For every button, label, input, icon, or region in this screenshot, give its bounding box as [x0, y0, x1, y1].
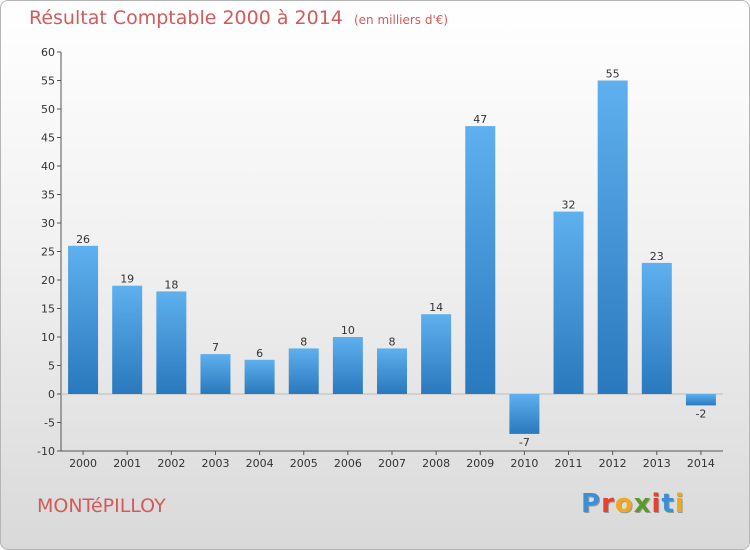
y-tick-label: 20	[41, 274, 55, 287]
x-tick-label: 2000	[69, 457, 97, 470]
bar-2014	[685, 394, 716, 406]
bar-2012	[597, 80, 628, 394]
title-row: Résultat Comptable 2000 à 2014 (en milli…	[29, 7, 448, 29]
data-label: 8	[300, 335, 307, 348]
bar-2002	[156, 291, 187, 394]
y-tick-label: -10	[37, 445, 55, 458]
data-label: -2	[695, 407, 706, 420]
x-tick-label: 2007	[378, 457, 406, 470]
logo-letter: x	[633, 489, 652, 519]
bar-2013	[641, 262, 672, 394]
bar-2006	[332, 337, 363, 394]
data-label: 14	[429, 301, 443, 314]
data-label: 10	[341, 324, 355, 337]
bars	[68, 80, 716, 434]
chart-title: Résultat Comptable 2000 à 2014	[29, 7, 343, 29]
x-tick-label: 2011	[555, 457, 583, 470]
x-tick-label: 2013	[643, 457, 671, 470]
data-label: 32	[562, 199, 576, 212]
logo-letter: r	[601, 489, 615, 519]
logo-letter: P	[581, 489, 602, 519]
bar-2003	[200, 354, 231, 394]
x-tick-label: 2003	[201, 457, 229, 470]
commune-name: MONTéPILLOY	[37, 495, 166, 517]
data-label: 55	[606, 68, 620, 81]
logo-letter: i	[651, 489, 662, 519]
x-tick-label: 2004	[246, 457, 274, 470]
bar-2007	[377, 348, 407, 394]
bar-2000	[68, 245, 99, 394]
data-label: 47	[473, 113, 487, 126]
bar-2005	[288, 348, 319, 394]
x-tick-label: 2012	[599, 457, 627, 470]
chart-unit: (en milliers d'€)	[353, 13, 449, 27]
data-label: 18	[164, 278, 178, 291]
logo-letter: t	[661, 489, 675, 519]
y-tick-label: 40	[41, 160, 55, 173]
x-tick-label: 2005	[290, 457, 318, 470]
x-tick-label: 2006	[334, 457, 362, 470]
x-tick-label: 2008	[422, 457, 450, 470]
y-tick-label: 0	[48, 388, 55, 401]
data-label: 7	[212, 341, 219, 354]
bar-2011	[553, 211, 584, 394]
x-tick-label: 2014	[687, 457, 715, 470]
y-tick-label: 45	[41, 132, 55, 145]
data-label: -7	[519, 436, 530, 449]
data-labels: 26 19 18 7 6 8 10 8 14 47 -7 32 55 23 -2	[76, 68, 706, 449]
y-tick-label: -5	[44, 417, 55, 430]
axes: -10 -5 0 5 10 15 20 25 30 35 40 45 50 55 60 2000 2001 200…	[37, 46, 723, 470]
y-tick-label: 5	[48, 360, 55, 373]
y-tick-label: 15	[41, 303, 55, 316]
y-tick-label: 10	[41, 331, 55, 344]
logo-letter: o	[614, 489, 634, 519]
bar-2008	[421, 314, 452, 394]
bar-2004	[244, 359, 275, 394]
proxiti-logo[interactable]: Proxiti	[581, 489, 685, 519]
y-tick-label: 25	[41, 246, 55, 259]
logo-letter: i	[674, 489, 685, 519]
x-tick-label: 2009	[466, 457, 494, 470]
bar-2009	[465, 126, 496, 394]
data-label: 23	[650, 250, 664, 263]
bar-2010	[509, 394, 540, 434]
bar-2001	[112, 285, 143, 394]
data-label: 8	[389, 335, 396, 348]
y-tick-label: 55	[41, 75, 55, 88]
y-tick-label: 30	[41, 217, 55, 230]
x-tick-label: 2002	[157, 457, 185, 470]
x-tick-label: 2010	[510, 457, 538, 470]
data-label: 6	[256, 347, 263, 360]
y-tick-label: 60	[41, 46, 55, 59]
y-tick-label: 50	[41, 103, 55, 116]
x-tick-label: 2001	[113, 457, 141, 470]
data-label: 19	[120, 273, 134, 286]
y-tick-label: 35	[41, 189, 55, 202]
data-label: 26	[76, 233, 90, 246]
